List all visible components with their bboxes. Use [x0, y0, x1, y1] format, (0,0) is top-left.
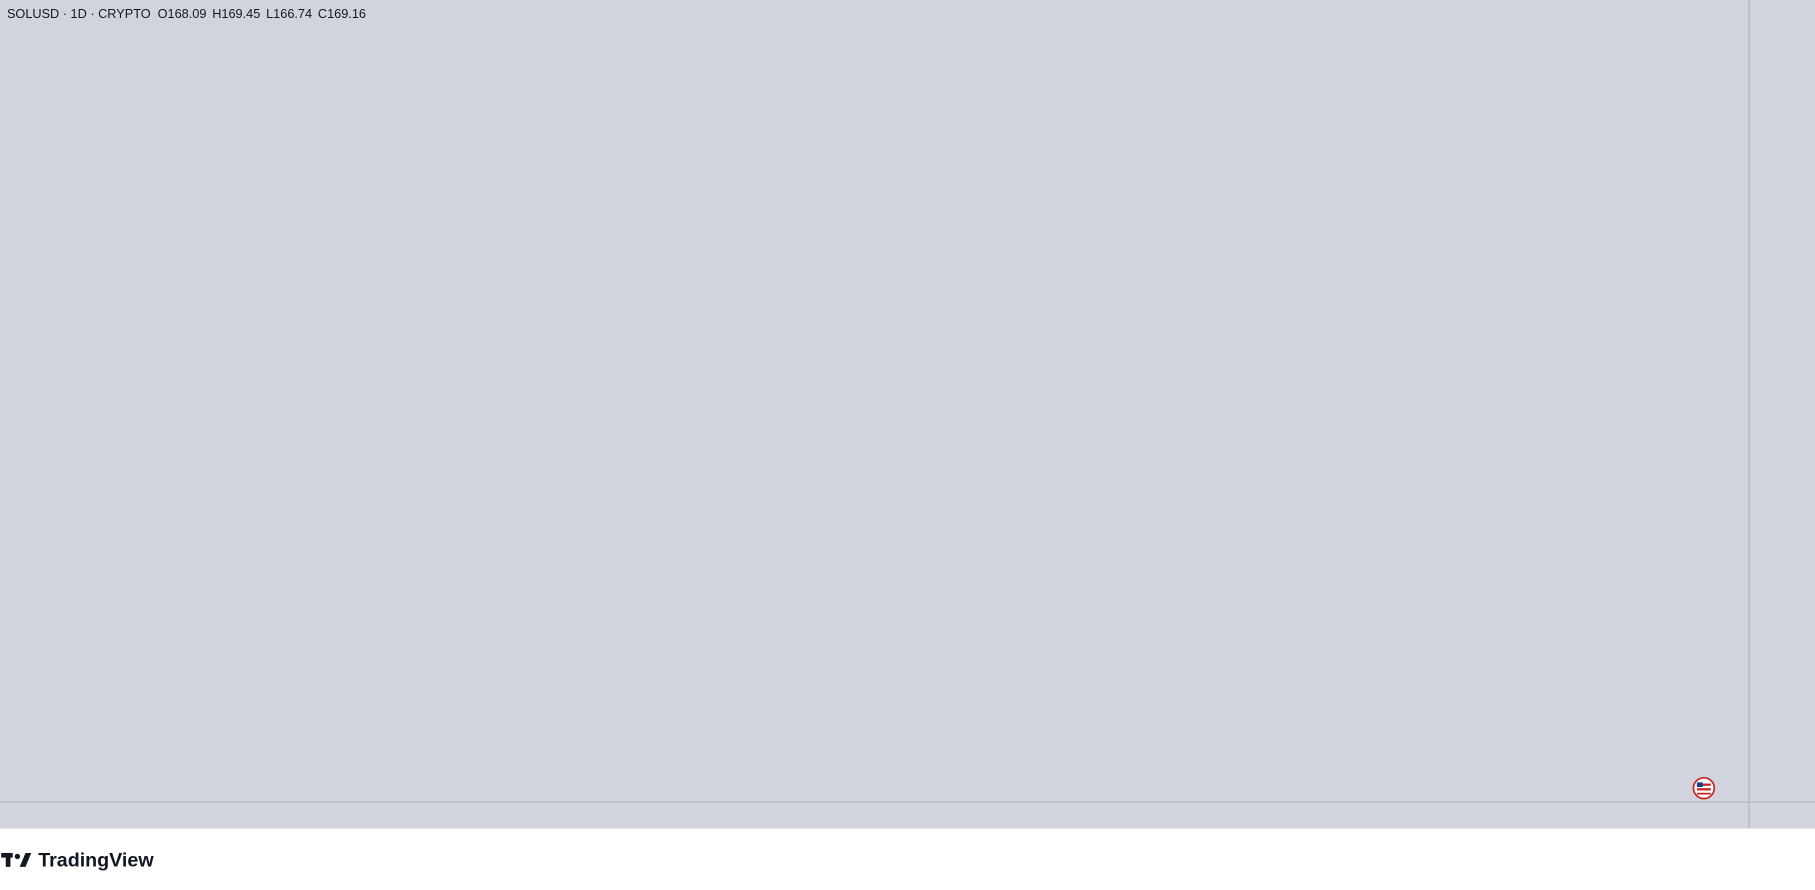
ohlc-key: C [318, 6, 327, 21]
flag-icon [1692, 776, 1716, 800]
ohlc-key: L [266, 6, 273, 21]
ohlc-value: 166.74 [273, 6, 312, 21]
chart-background [0, 0, 1815, 829]
ohlc-value: 168.09 [168, 6, 207, 21]
brand-name: TradingView [38, 849, 154, 871]
ohlc-key: O [158, 6, 168, 21]
brand-logo: TradingView [1, 849, 154, 871]
ohlc-value: 169.16 [327, 6, 366, 21]
symbol: SOLUSD · 1D · CRYPTO [7, 6, 151, 21]
legend-header: SOLUSD · 1D · CRYPTO O168.09 H169.45 L166.7… [7, 6, 366, 21]
ohlc-value: 169.45 [221, 6, 260, 21]
ohlc-key: H [212, 6, 221, 21]
footer-background [0, 828, 1815, 890]
